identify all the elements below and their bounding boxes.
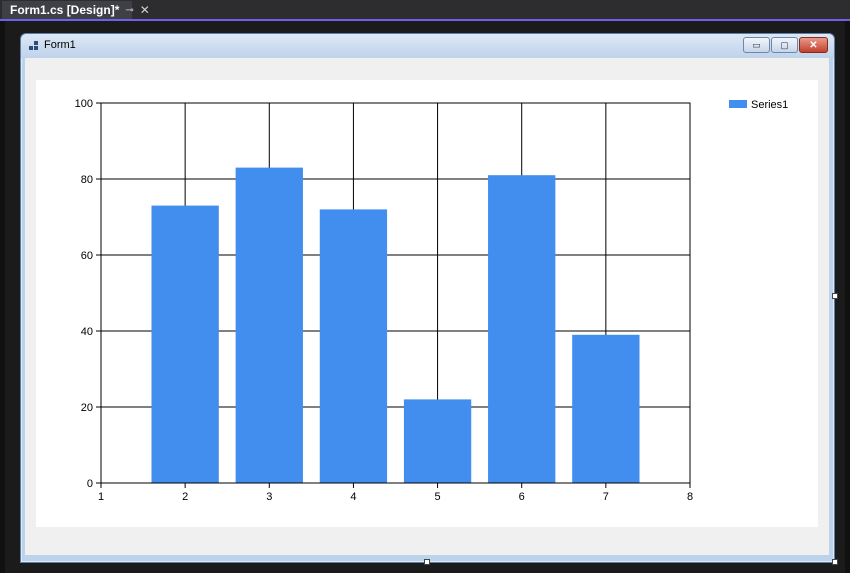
y-tick-label: 100 [75, 98, 93, 110]
legend-label: Series1 [751, 99, 788, 111]
bar-chart: 0 20 40 60 80 100 1 2 3 4 5 6 7 8 Series1 [75, 98, 789, 503]
minimize-icon: ▭ [752, 39, 761, 50]
chart-bar [235, 167, 303, 483]
designer-edge [845, 21, 850, 573]
legend-swatch [729, 100, 747, 108]
x-tick-label: 2 [182, 491, 188, 503]
pin-icon[interactable]: ⊸ [125, 4, 134, 16]
y-tick-label: 20 [81, 402, 93, 414]
y-tick-label: 0 [87, 478, 93, 490]
x-tick-label: 5 [435, 491, 441, 503]
form-client-area: 0 20 40 60 80 100 1 2 3 4 5 6 7 8 Series1 [25, 58, 829, 555]
resize-handle-right[interactable] [832, 293, 838, 299]
chart-bar [319, 209, 388, 483]
chart-bar [403, 399, 472, 483]
form-title: Form1 [44, 39, 76, 51]
form-window[interactable]: Form1 ▭ ▢ ✕ 0 20 40 60 80 100 1 2 3 4 5 6 7 8 Series1 [20, 33, 835, 563]
resize-handle-corner[interactable] [832, 559, 838, 565]
close-icon: ✕ [809, 39, 818, 51]
chart-bar [572, 334, 640, 483]
minimize-button[interactable]: ▭ [743, 37, 770, 53]
close-button[interactable]: ✕ [799, 37, 828, 53]
plot-frame [100, 102, 691, 484]
caption-buttons: ▭ ▢ ✕ [742, 37, 828, 53]
document-tab-strip: Form1.cs [Design]* ⊸ ✕ [0, 0, 850, 21]
chart-bar [151, 205, 219, 483]
form-icon [29, 41, 40, 51]
y-tick-label: 80 [81, 174, 93, 186]
chart-bar [488, 175, 556, 483]
y-tick-label: 60 [81, 250, 93, 262]
x-tick-label: 8 [687, 491, 693, 503]
document-tab-title: Form1.cs [Design]* [10, 3, 120, 17]
maximize-icon: ▢ [780, 39, 789, 50]
form-titlebar[interactable]: Form1 ▭ ▢ ✕ [21, 34, 834, 58]
y-tick-label: 40 [81, 326, 93, 338]
resize-handle-bottom[interactable] [424, 559, 430, 565]
x-tick-label: 4 [350, 491, 356, 503]
x-tick-label: 7 [603, 491, 609, 503]
x-tick-label: 3 [266, 491, 272, 503]
document-tab[interactable]: Form1.cs [Design]* ⊸ ✕ [2, 1, 150, 19]
x-tick-label: 1 [98, 491, 104, 503]
designer-surface: Form1 ▭ ▢ ✕ 0 20 40 60 80 100 1 2 3 4 5 6 7 8 Series1 [0, 21, 850, 573]
x-tick-label: 6 [519, 491, 525, 503]
close-icon[interactable]: ✕ [139, 3, 150, 17]
maximize-button[interactable]: ▢ [771, 37, 798, 53]
chart-control[interactable]: 0 20 40 60 80 100 1 2 3 4 5 6 7 8 Series1 [36, 80, 818, 527]
designer-edge [0, 21, 5, 573]
